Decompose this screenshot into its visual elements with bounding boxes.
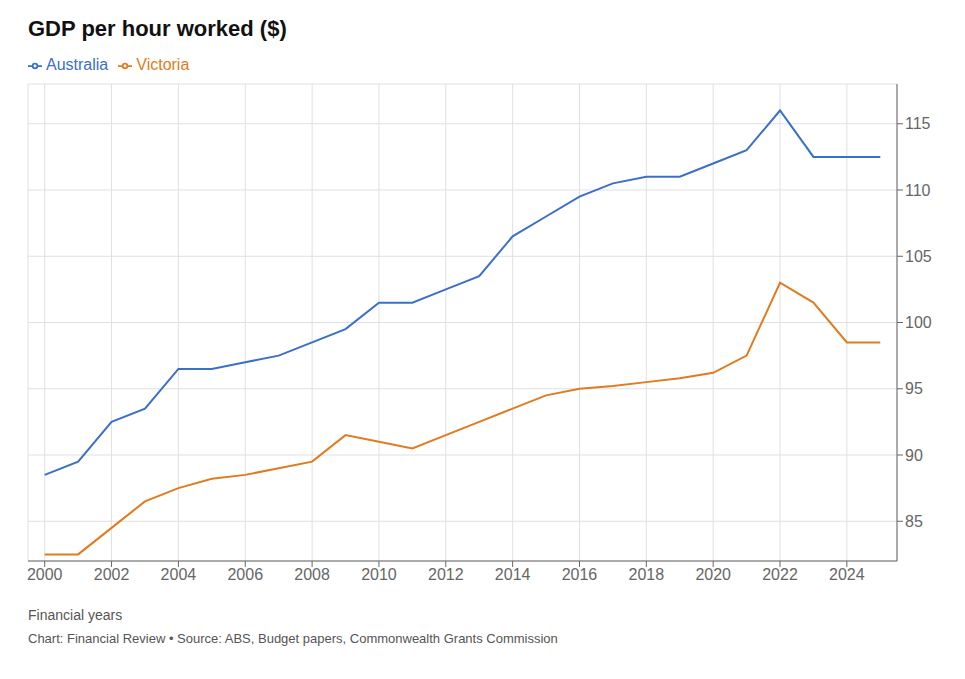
svg-text:2020: 2020 xyxy=(695,566,731,583)
svg-text:85: 85 xyxy=(905,513,923,530)
svg-text:2022: 2022 xyxy=(762,566,798,583)
svg-text:2016: 2016 xyxy=(562,566,598,583)
svg-text:90: 90 xyxy=(905,447,923,464)
svg-text:2006: 2006 xyxy=(227,566,263,583)
html-text:Victoria: Victoria xyxy=(136,56,190,73)
svg-text:2014: 2014 xyxy=(495,566,531,583)
svg-text:100: 100 xyxy=(905,314,932,331)
svg-text:2008: 2008 xyxy=(294,566,330,583)
svg-text:95: 95 xyxy=(905,380,923,397)
html-text:Chart: Financial Review • Sour: Chart: Financial Review • Source: ABS, B… xyxy=(28,631,558,646)
svg-text:2002: 2002 xyxy=(94,566,130,583)
svg-text:115: 115 xyxy=(905,115,931,132)
html-text:Financial years: Financial years xyxy=(28,607,123,623)
svg-text:105: 105 xyxy=(905,248,932,265)
html-text:Australia: Australia xyxy=(46,56,109,73)
svg-text:2024: 2024 xyxy=(829,566,865,583)
svg-text:2018: 2018 xyxy=(629,566,665,583)
svg-text:2004: 2004 xyxy=(161,566,197,583)
svg-text:2000: 2000 xyxy=(27,566,63,583)
html-text:GDP per hour worked ($): GDP per hour worked ($) xyxy=(28,16,287,41)
svg-text:2012: 2012 xyxy=(428,566,464,583)
svg-text:110: 110 xyxy=(905,182,931,199)
svg-text:2010: 2010 xyxy=(361,566,397,583)
